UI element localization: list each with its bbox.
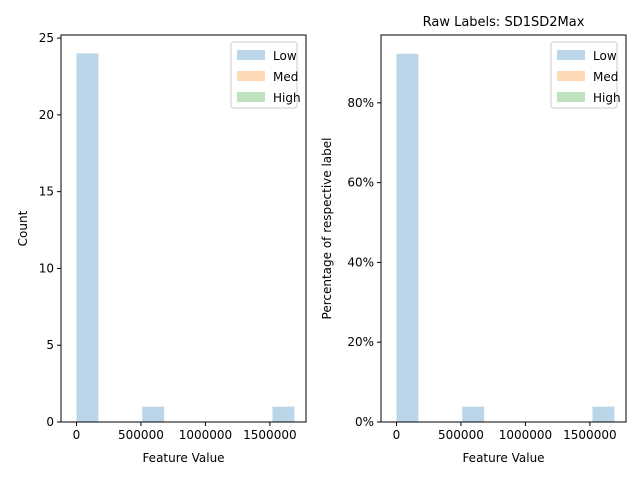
histogram-bar	[76, 53, 99, 423]
legend-label-low: Low	[273, 49, 297, 63]
y-axis-label: Percentage of respective label	[320, 138, 334, 320]
y-tick-label: 0	[46, 415, 54, 429]
legend-box	[550, 41, 618, 109]
y-tick-label: 5	[46, 338, 54, 352]
legend-swatch	[237, 71, 265, 81]
legend: Low Med High	[550, 41, 621, 109]
x-axis-label: Feature Value	[142, 451, 224, 465]
y-axis-label: Count	[16, 210, 30, 246]
histogram-bar	[396, 53, 419, 422]
chart-panel-2: 0 500000 1000000 1500000 0% 20% 40% 60% 80% Featu…	[320, 15, 627, 465]
legend-label-low: Low	[593, 49, 617, 63]
x-tick-label: 1500000	[563, 428, 616, 442]
y-tick-label: 0%	[355, 415, 374, 429]
chart-panels: 0 500000 1000000 1500000 0 5 10 15 20 25 Feature V…	[16, 15, 627, 465]
y-tick-label: 10	[39, 261, 54, 275]
legend-label-high: High	[593, 91, 621, 105]
x-tick-label: 1000000	[499, 428, 552, 442]
x-tick-label: 500000	[438, 428, 484, 442]
histogram-bar	[272, 406, 295, 422]
x-axis-label: Feature Value	[462, 451, 544, 465]
chart-panel-1: 0 500000 1000000 1500000 0 5 10 15 20 25 Feature V…	[16, 31, 307, 465]
x-tick-label: 1500000	[243, 428, 296, 442]
y-tick-label: 20%	[347, 335, 374, 349]
histogram-bar	[592, 406, 615, 422]
axes-frame	[380, 34, 627, 423]
axes-frame	[60, 34, 307, 423]
y-tick-label: 20	[39, 108, 54, 122]
x-tick-label: 500000	[118, 428, 164, 442]
y-tick-label: 15	[39, 185, 54, 199]
histogram-bar	[462, 406, 485, 422]
x-tick-label: 1000000	[179, 428, 232, 442]
legend-swatch	[557, 92, 585, 102]
legend-label-high: High	[273, 91, 301, 105]
legend-swatch	[557, 71, 585, 81]
y-tick-label: 40%	[347, 255, 374, 269]
histogram-bar	[142, 406, 165, 422]
legend-label-med: Med	[593, 70, 618, 84]
x-tick-label: 0	[73, 428, 81, 442]
y-tick-label: 80%	[347, 96, 374, 110]
y-tick-label: 25	[39, 31, 54, 45]
legend-label-med: Med	[273, 70, 298, 84]
chart-title: Raw Labels: SD1SD2Max	[423, 15, 585, 30]
legend-swatch	[557, 50, 585, 60]
legend: Low Med High	[230, 41, 301, 109]
legend-box	[230, 41, 298, 109]
legend-swatch	[237, 92, 265, 102]
x-tick-label: 0	[393, 428, 401, 442]
y-tick-label: 60%	[347, 176, 374, 190]
legend-swatch	[237, 50, 265, 60]
